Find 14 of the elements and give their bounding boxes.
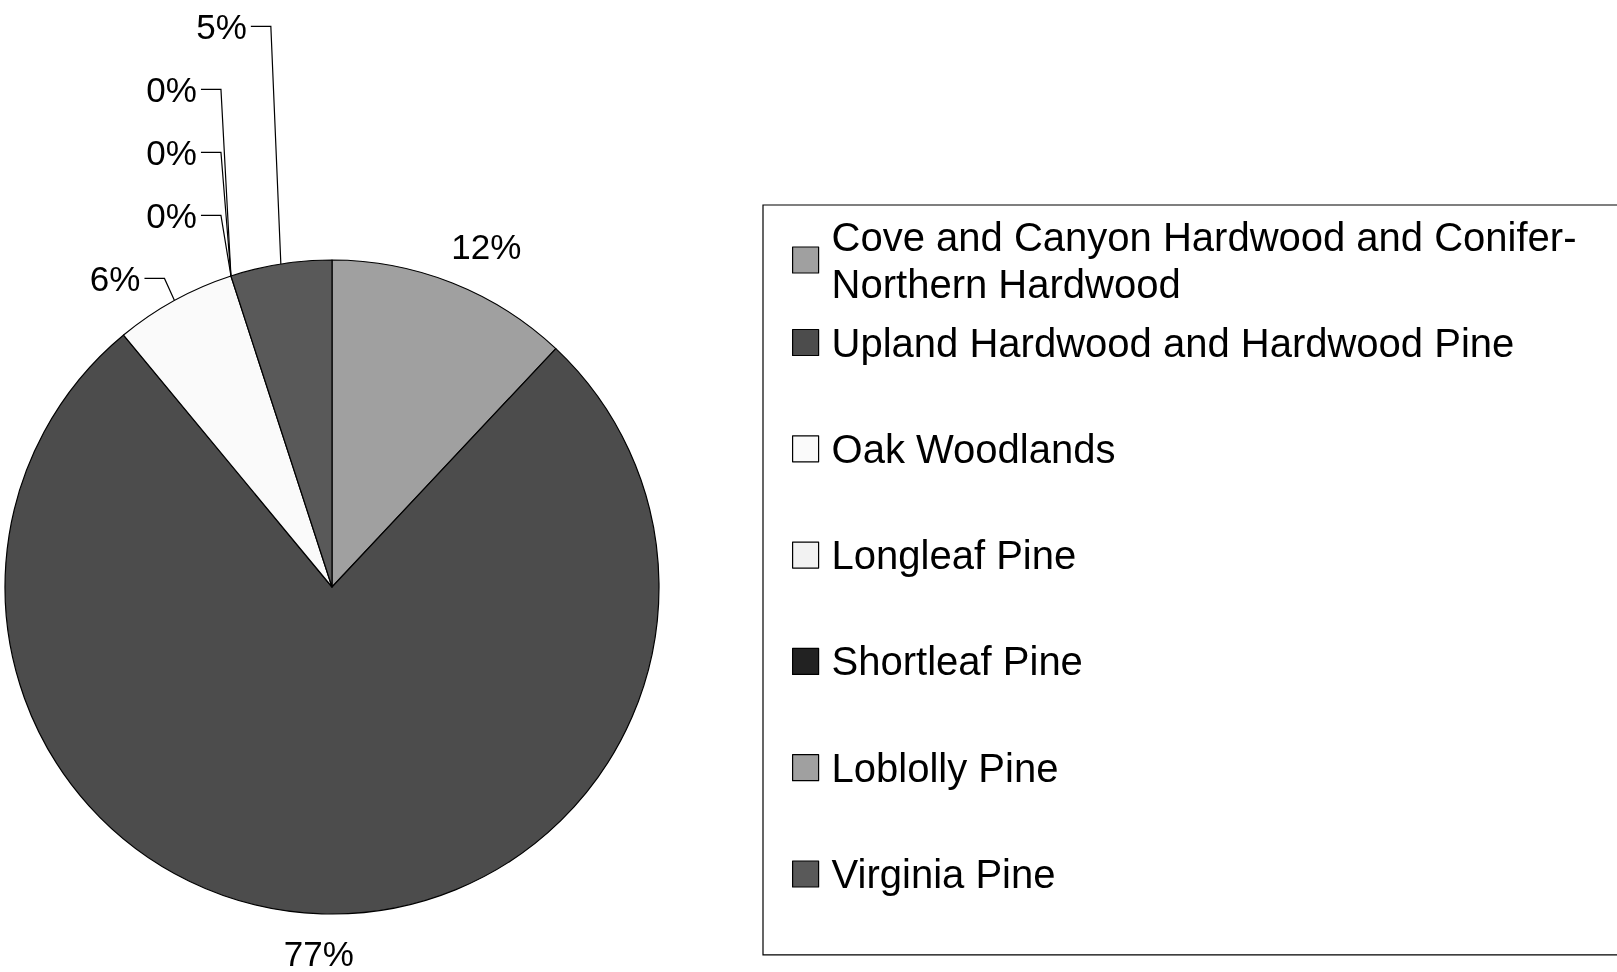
legend-label: Oak Woodlands: [831, 426, 1116, 471]
data-label: 6%: [89, 258, 141, 298]
data-label: 12%: [451, 226, 522, 266]
text: 0%: [146, 195, 197, 235]
text: 0%: [146, 132, 197, 172]
legend-label: Longleaf Pine: [831, 533, 1077, 578]
legend-label: Loblolly Pine: [831, 745, 1059, 790]
legend-label: Upland Hardwood and Hardwood Pine: [831, 320, 1515, 365]
data-label: 5%: [196, 6, 247, 46]
legend-label: Shortleaf Pine: [831, 639, 1083, 684]
data-label: 77%: [283, 933, 354, 972]
legend-label: Cove and Canyon Hardwood and Conifer-Northern Hardwood: [831, 214, 1577, 306]
legend-label: Virginia Pine: [831, 852, 1056, 896]
text: 0%: [146, 69, 197, 109]
